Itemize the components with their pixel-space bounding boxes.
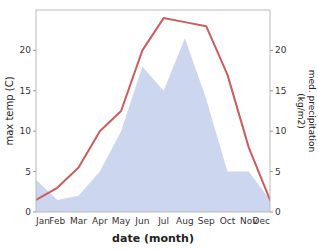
- y-tick: [33, 171, 36, 172]
- x-tick-label: Apr: [92, 216, 108, 226]
- y-tick: [33, 131, 36, 132]
- y-tick-label: 10: [20, 126, 32, 136]
- x-tick-label: Dec: [253, 216, 270, 226]
- y2-tick: [270, 90, 273, 91]
- y2-tick: [270, 50, 273, 51]
- chart-root: 0 5 10 15 20 0 5 10 15 20 JanFeb Mar Apr MayJun Jul Aug…: [0, 0, 318, 250]
- y2-axis-label: med. precipitation(kg/m2): [296, 70, 317, 152]
- y-tick-label: 5: [25, 167, 31, 177]
- y-tick: [33, 212, 36, 213]
- x-tick-label: Jun: [134, 216, 149, 226]
- x-axis-label: date (month): [112, 232, 194, 245]
- y2-tick-label: 5: [275, 167, 281, 177]
- y2-tick-label: 15: [275, 86, 286, 96]
- y2-axis-label-line: (kg/m2): [296, 93, 306, 128]
- temperature-line: [36, 18, 270, 200]
- x-tick-label: Jul: [157, 216, 169, 226]
- x-tick-label: Oct: [220, 216, 236, 226]
- y2-tick-label: 10: [275, 126, 287, 136]
- y-tick: [33, 50, 36, 51]
- x-tick-label: Feb: [49, 216, 65, 226]
- y2-tick: [270, 131, 273, 132]
- y-tick-label: 15: [20, 86, 31, 96]
- y-axis-label: max temp (C): [4, 76, 15, 145]
- x-tick-label: May: [112, 216, 131, 226]
- y2-tick: [270, 171, 273, 172]
- y-tick: [33, 90, 36, 91]
- y-tick-label: 20: [20, 45, 32, 55]
- y2-axis-label-line: med. precipitation: [307, 70, 317, 152]
- y2-tick-label: 0: [275, 207, 281, 217]
- y2-tick-label: 20: [275, 45, 287, 55]
- y2-tick: [270, 212, 273, 213]
- precipitation-area: [36, 38, 270, 212]
- x-tick-label: Mar: [70, 216, 87, 226]
- x-tick-label: Aug: [176, 216, 194, 226]
- y-tick-label: 0: [25, 207, 31, 217]
- plot-area: [36, 18, 270, 212]
- x-tick-label: Jan: [35, 216, 50, 226]
- x-tick-label: Sep: [198, 216, 215, 226]
- plot-frame: [36, 10, 270, 212]
